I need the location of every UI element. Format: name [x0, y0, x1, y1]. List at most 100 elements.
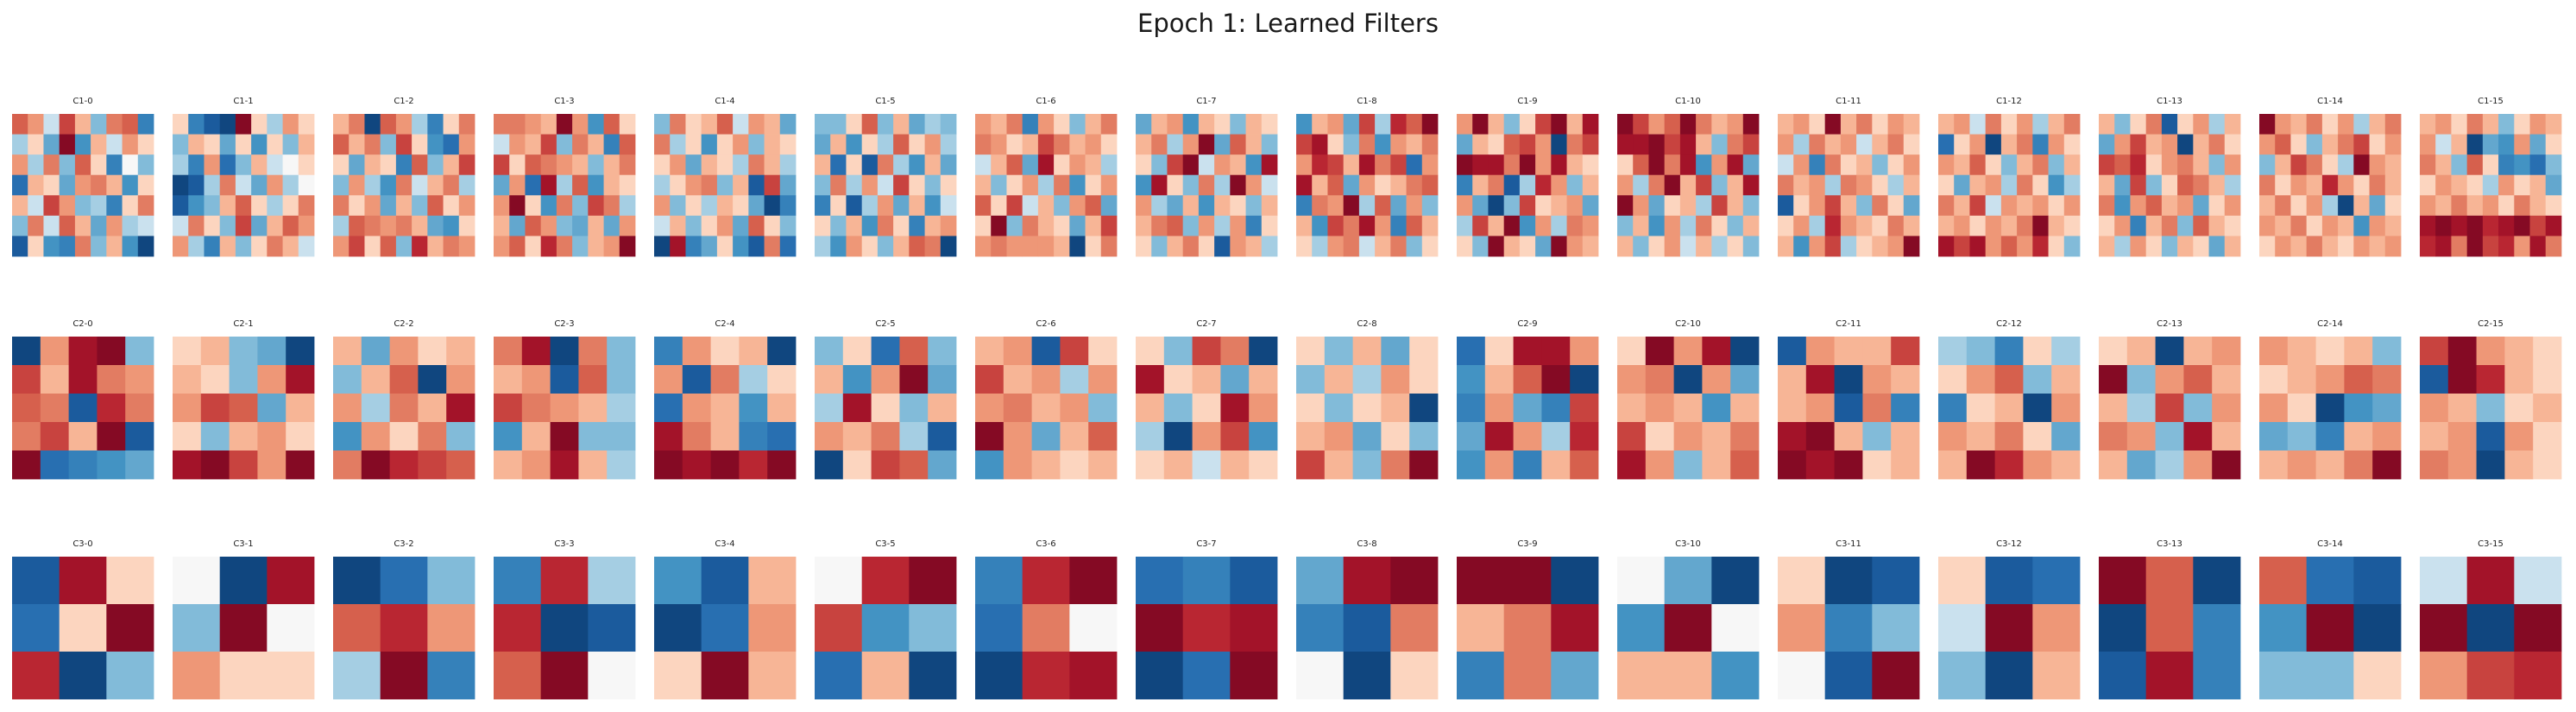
heatmap-cell — [877, 236, 894, 257]
heatmap-cell — [556, 114, 573, 135]
heatmap-cell — [333, 174, 350, 196]
heatmap-cell — [494, 422, 523, 451]
heatmap-cell — [122, 134, 139, 155]
heatmap-cell — [1136, 394, 1165, 423]
panel-label: C3-11 — [1836, 539, 1861, 549]
heatmap-cell — [509, 114, 526, 135]
filter-panel-c1-0: C1-0 — [12, 97, 154, 257]
heatmap-cell — [122, 236, 139, 257]
heatmap-cell — [2224, 134, 2241, 155]
heatmap-cell — [861, 134, 879, 155]
heatmap-cell — [2177, 114, 2194, 135]
heatmap-cell — [446, 451, 476, 480]
heatmap-cell — [12, 652, 60, 700]
heatmap-cell — [2466, 174, 2484, 196]
panel-label: C3-3 — [554, 539, 574, 549]
heatmap-cell — [2063, 195, 2081, 217]
heatmap-cell — [2529, 134, 2547, 155]
heatmap-cell — [588, 154, 604, 176]
heatmap-cell — [2259, 652, 2308, 700]
heatmap-cell — [521, 394, 551, 423]
heatmap-cell — [975, 422, 1005, 451]
heatmap-cell — [219, 652, 268, 700]
heatmap-cell — [1664, 195, 1681, 217]
filter-panel-c1-3: C1-3 — [494, 97, 636, 257]
panel-label: C2-13 — [2157, 319, 2182, 329]
heatmap-cell — [509, 154, 526, 176]
heatmap-cell — [1182, 114, 1200, 135]
heatmap-cell — [1679, 236, 1697, 257]
heatmap-cell — [607, 337, 636, 366]
heatmap-cell — [2000, 154, 2018, 176]
heatmap-cell — [909, 215, 925, 236]
heatmap-cell — [43, 114, 60, 135]
heatmap-cell — [1296, 604, 1345, 652]
heatmap-cell — [298, 154, 315, 176]
heatmap-cell — [1136, 451, 1165, 480]
heatmap-cell — [1778, 604, 1826, 652]
heatmap-cell — [1457, 451, 1486, 480]
heatmap-cell — [1167, 195, 1184, 217]
filter-panel-c2-6: C2-6 — [975, 319, 1118, 480]
heatmap-cell — [1727, 114, 1744, 135]
heatmap-cell — [1457, 236, 1473, 257]
heatmap-cell — [1824, 652, 1873, 700]
heatmap-cell — [2032, 215, 2049, 236]
heatmap-cell — [267, 557, 315, 605]
heatmap-cell — [540, 652, 589, 700]
heatmap-cell — [871, 337, 900, 366]
heatmap-cell — [815, 652, 863, 700]
heatmap-cell — [607, 451, 636, 480]
heatmap-cell — [1617, 557, 1666, 605]
heatmap-cell — [1938, 236, 1955, 257]
filter-panel-c1-15: C1-15 — [2420, 97, 2562, 257]
heatmap-cell — [395, 134, 413, 155]
heatmap-cell — [2369, 174, 2386, 196]
heatmap-cell — [1793, 154, 1810, 176]
heatmap-cell — [654, 174, 671, 196]
heatmap-cell — [458, 236, 476, 257]
heatmap-cell — [1742, 174, 1760, 196]
heatmap-cell — [2161, 134, 2178, 155]
heatmap-cell — [1031, 394, 1061, 423]
heatmap-cell — [361, 451, 390, 480]
heatmap-cell — [122, 114, 139, 135]
heatmap-cell — [1742, 215, 1760, 236]
heatmap-cell — [1938, 451, 1968, 480]
heatmap-cell — [2259, 365, 2289, 394]
heatmap-cell — [446, 422, 476, 451]
filter-panel-c2-10: C2-10 — [1617, 319, 1760, 480]
heatmap-cell — [588, 215, 604, 236]
heatmap-cell — [229, 394, 258, 423]
heatmap-cell — [106, 215, 123, 236]
heatmap-cell — [1060, 422, 1089, 451]
heatmap-cell — [1969, 154, 1987, 176]
heatmap-cell — [2514, 134, 2530, 155]
heatmap-cell — [333, 154, 350, 176]
panel-label: C3-15 — [2478, 539, 2504, 549]
heatmap-cell — [830, 215, 847, 236]
heatmap-cell — [1824, 557, 1873, 605]
heatmap-cell — [1358, 195, 1376, 217]
heatmap-cell — [1503, 134, 1521, 155]
heatmap-cell — [412, 114, 428, 135]
heatmap-cell — [540, 174, 557, 196]
heatmap-cell — [427, 604, 476, 652]
heatmap-cell — [2529, 114, 2547, 135]
heatmap-cell — [1862, 337, 1892, 366]
heatmap-cell — [924, 236, 942, 257]
heatmap-cell — [361, 365, 390, 394]
heatmap-cell — [975, 337, 1005, 366]
heatmap-cell — [2259, 604, 2308, 652]
panel-label: C1-14 — [2317, 97, 2343, 106]
heatmap-cell — [540, 236, 557, 257]
heatmap-cell — [830, 195, 847, 217]
heatmap-cell — [1617, 215, 1634, 236]
heatmap-cell — [1192, 394, 1221, 423]
heatmap-cell — [494, 604, 542, 652]
heatmap-cell — [2259, 394, 2289, 423]
heatmap-cell — [1343, 215, 1360, 236]
heatmap-cell — [2420, 652, 2468, 700]
heatmap-cell — [603, 236, 620, 257]
heatmap-cell — [2420, 154, 2436, 176]
